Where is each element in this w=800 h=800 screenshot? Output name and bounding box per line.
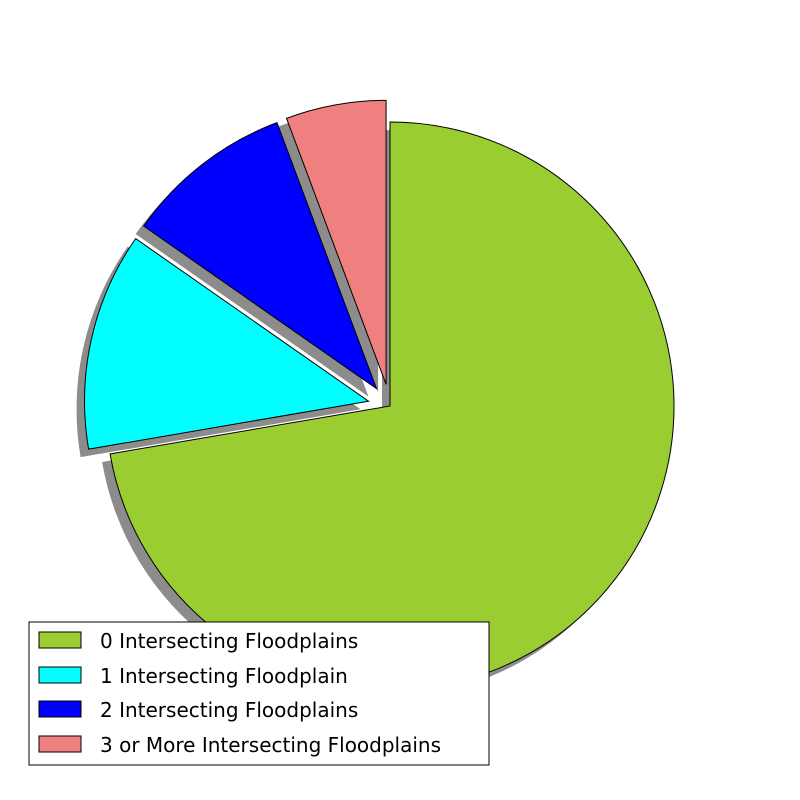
- legend: 0 Intersecting Floodplains 1 Intersectin…: [28, 621, 490, 766]
- legend-swatch-0: [38, 631, 82, 649]
- legend-swatch-2: [38, 700, 82, 718]
- pie-slice-1: [84, 237, 370, 450]
- slice-layer: [84, 99, 675, 691]
- legend-swatch-1: [38, 666, 82, 684]
- legend-frame: [28, 621, 490, 766]
- legend-label-1: 1 Intersecting Floodplain: [100, 664, 348, 688]
- pie-slice-3: [285, 99, 387, 385]
- legend-swatch-3: [38, 735, 82, 753]
- pie-slice-0: [109, 121, 675, 691]
- legend-label-3: 3 or More Intersecting Floodplains: [100, 733, 441, 757]
- pie-slice-2: [142, 121, 378, 390]
- legend-label-2: 2 Intersecting Floodplains: [100, 698, 358, 722]
- legend-label-0: 0 Intersecting Floodplains: [100, 629, 358, 653]
